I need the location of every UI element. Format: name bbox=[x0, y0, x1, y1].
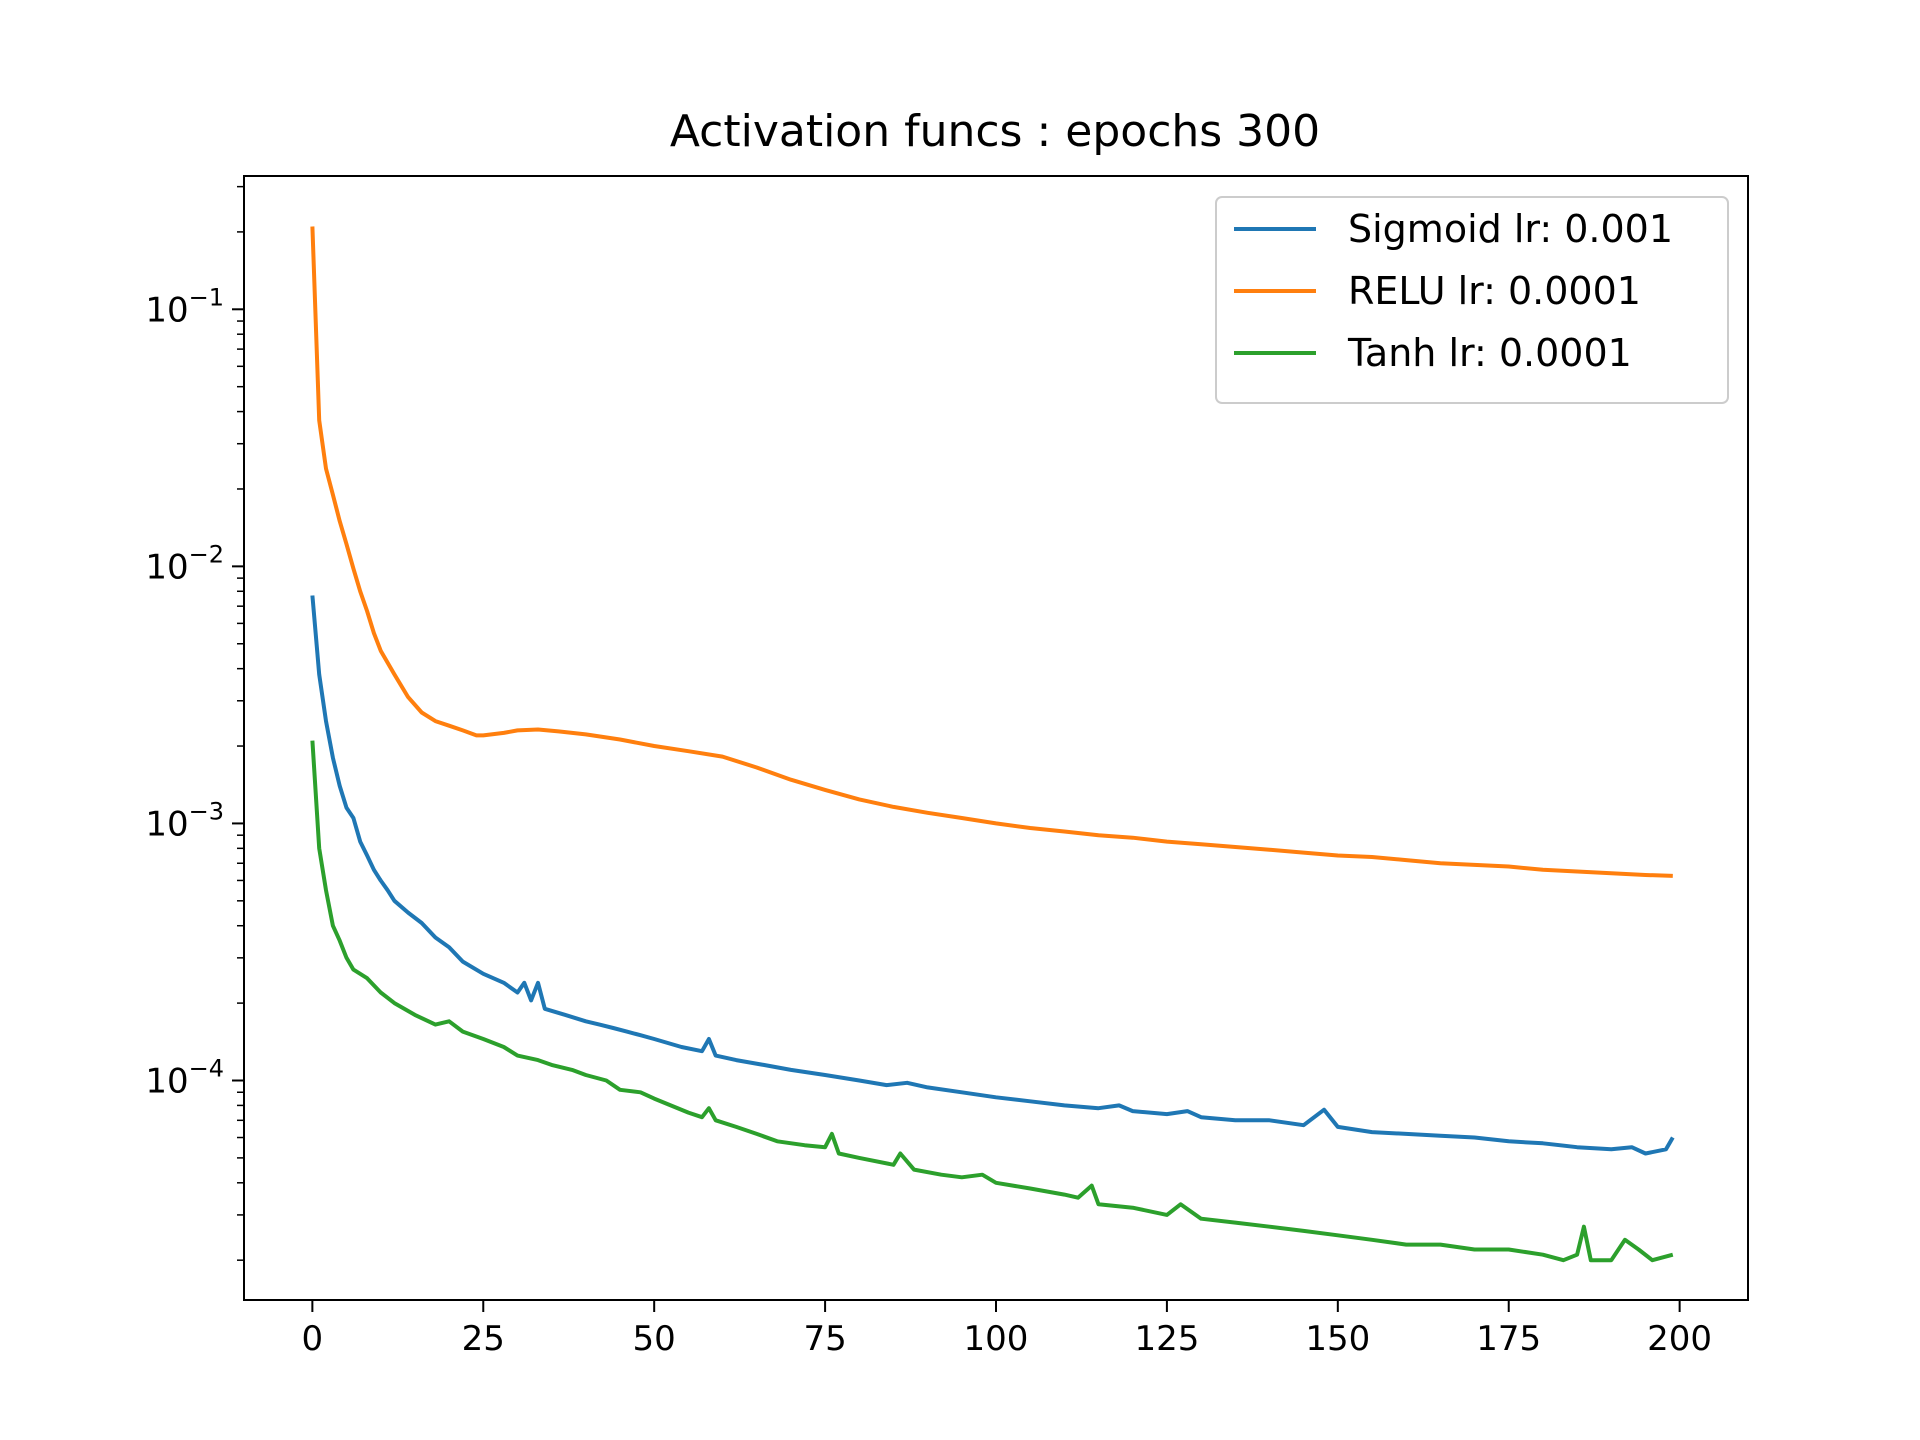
y-tick-label-3: 10−4 bbox=[145, 1054, 224, 1101]
legend-label-2: Tanh lr: 0.0001 bbox=[1347, 331, 1632, 375]
x-tick-label-100: 100 bbox=[964, 1319, 1029, 1359]
x-tick-label-25: 25 bbox=[462, 1319, 505, 1359]
legend: Sigmoid lr: 0.001 RELU lr: 0.0001 Tanh lr:… bbox=[1215, 196, 1729, 404]
ticks-layer: 0 25 50 75 100 125 150 175 200 10−1 10−2 10−3 10−4 bbox=[145, 185, 1712, 1359]
series-line-0 bbox=[310, 595, 1675, 1156]
plot-area-frame bbox=[243, 175, 1749, 1301]
y-tick-label-2: 10−3 bbox=[145, 797, 224, 844]
series-layer bbox=[310, 226, 1675, 1263]
x-tick-label-150: 150 bbox=[1305, 1319, 1370, 1359]
chart-title: Activation funcs : epochs 300 bbox=[670, 106, 1320, 157]
legend-label-1: RELU lr: 0.0001 bbox=[1348, 269, 1641, 313]
legend-box bbox=[1215, 196, 1729, 404]
x-tick-label-125: 125 bbox=[1134, 1319, 1199, 1359]
y-tick-label-0: 10−1 bbox=[145, 283, 224, 330]
x-tick-label-50: 50 bbox=[633, 1319, 676, 1359]
y-tick-label-1: 10−2 bbox=[145, 540, 224, 587]
x-tick-label-75: 75 bbox=[803, 1319, 846, 1359]
x-tick-label-0: 0 bbox=[302, 1319, 324, 1359]
x-tick-label-175: 175 bbox=[1476, 1319, 1541, 1359]
x-tick-label-200: 200 bbox=[1647, 1319, 1712, 1359]
series-line-2 bbox=[310, 740, 1674, 1263]
legend-label-0: Sigmoid lr: 0.001 bbox=[1348, 207, 1673, 251]
series-line-1 bbox=[310, 226, 1673, 878]
